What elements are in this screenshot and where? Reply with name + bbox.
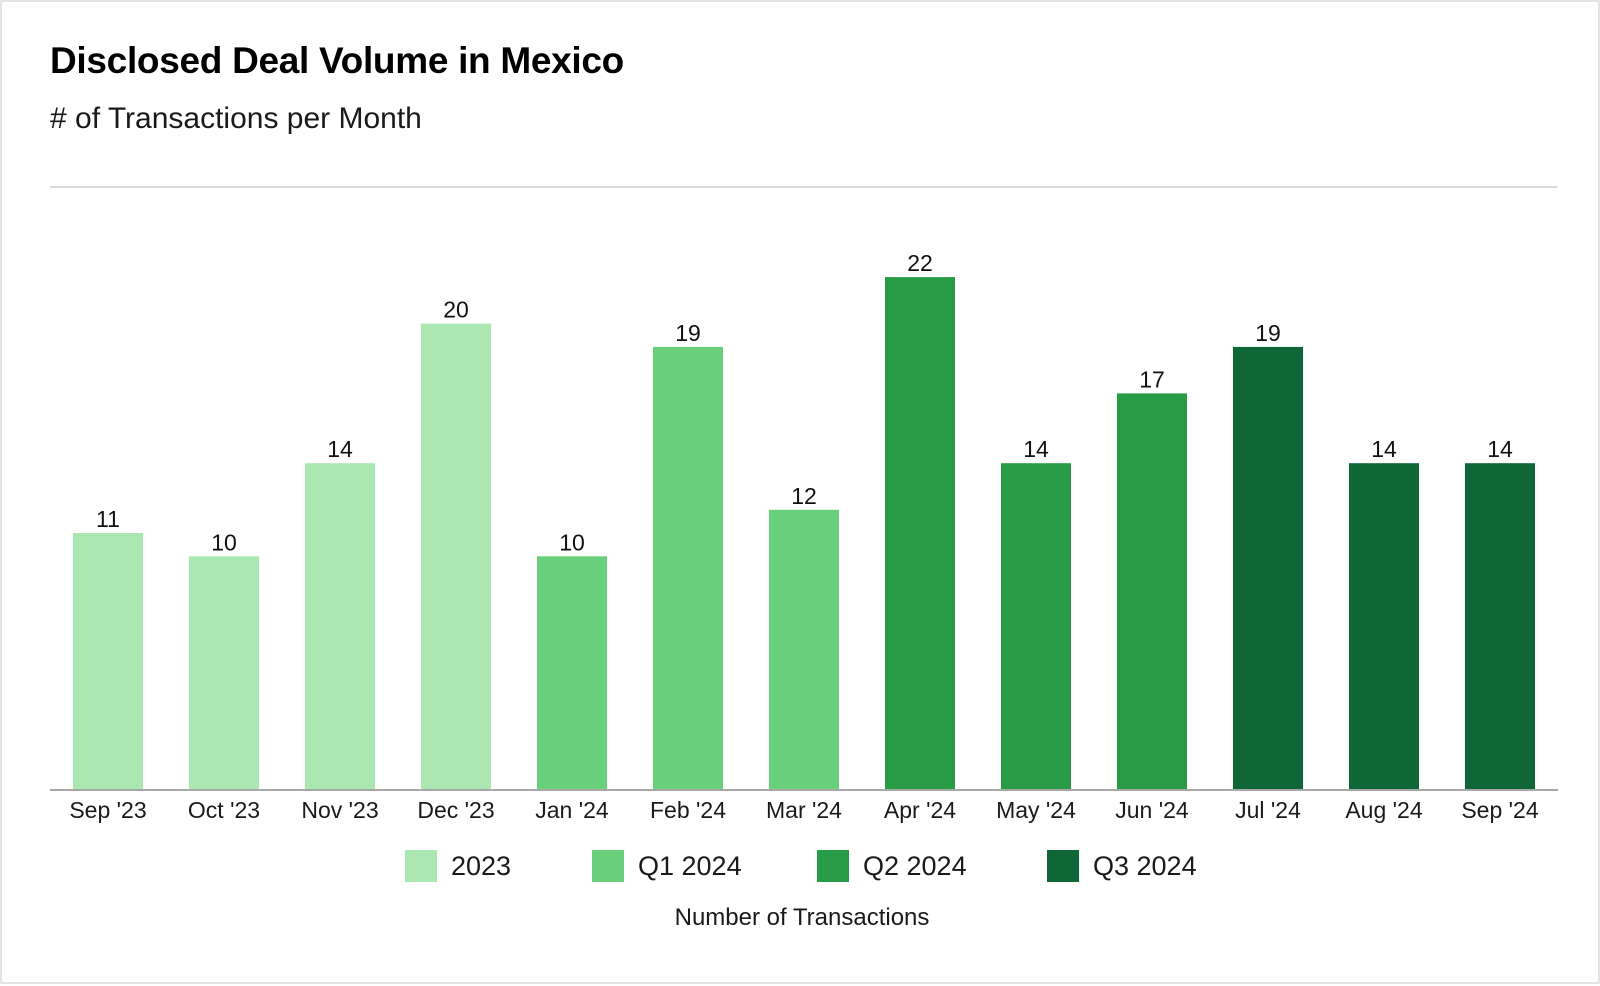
bar-value-label: 22	[907, 250, 933, 276]
bar	[1117, 393, 1187, 789]
x-tick-label: Feb '24	[650, 797, 726, 823]
x-tick-label: Apr '24	[884, 797, 956, 823]
bar-value-label: 11	[96, 506, 120, 532]
legend-label: Q3 2024	[1093, 851, 1197, 881]
bar-value-label: 10	[559, 529, 585, 555]
bar	[305, 463, 375, 789]
bar-value-label: 14	[1371, 436, 1397, 462]
legend-swatch	[405, 850, 437, 882]
bar	[769, 509, 839, 789]
bar	[885, 277, 955, 789]
bar	[1465, 463, 1535, 789]
bar-value-label: 10	[211, 529, 237, 555]
x-tick-label: Mar '24	[766, 797, 842, 823]
bar	[189, 556, 259, 789]
bar-value-label: 14	[327, 436, 353, 462]
header-divider	[50, 186, 1557, 188]
legend-label: Q2 2024	[863, 851, 967, 881]
x-tick-label: Jan '24	[535, 797, 609, 823]
bar-value-label: 19	[675, 320, 701, 346]
bar-value-label: 20	[443, 297, 469, 323]
legend-swatch	[592, 850, 624, 882]
chart-title: Disclosed Deal Volume in Mexico	[50, 40, 624, 81]
bar	[537, 556, 607, 789]
chart-subtitle: # of Transactions per Month	[50, 102, 422, 135]
bar	[1349, 463, 1419, 789]
bar-value-label: 19	[1255, 320, 1281, 346]
x-tick-label: Aug '24	[1345, 797, 1422, 823]
bar	[73, 533, 143, 789]
bar-value-label: 14	[1487, 436, 1513, 462]
bar	[421, 323, 491, 789]
bar-value-label: 17	[1139, 366, 1165, 392]
tick-labels-layer: Sep '23 Oct '23 Nov '23 Dec '23 Jan '24 Feb '…	[69, 797, 1538, 823]
x-tick-label: Nov '23	[301, 797, 378, 823]
x-tick-label: May '24	[996, 797, 1076, 823]
x-tick-label: Oct '23	[188, 797, 260, 823]
footer-label: Number of Transactions	[674, 904, 930, 931]
bars-layer	[73, 277, 1535, 789]
bar	[653, 346, 723, 789]
x-tick-label: Sep '24	[1461, 797, 1538, 823]
bar	[1001, 463, 1071, 789]
bar-value-label: 12	[791, 483, 817, 509]
legend-swatch	[1047, 850, 1079, 882]
x-tick-label: Jul '24	[1235, 797, 1301, 823]
x-tick-label: Dec '23	[417, 797, 494, 823]
x-tick-label: Sep '23	[69, 797, 146, 823]
value-labels-layer: 11 10 14 20 10 19 12 22 14 17 19 14 14	[96, 250, 1513, 555]
bar-value-label: 14	[1023, 436, 1049, 462]
x-tick-label: Jun '24	[1115, 797, 1189, 823]
legend-label: 2023	[451, 851, 512, 881]
bar	[1233, 346, 1303, 789]
legend-swatch	[817, 850, 849, 882]
legend: 2023 Q1 2024 Q2 2024 Q3 2024	[2, 848, 1600, 884]
legend-label: Q1 2024	[638, 851, 742, 881]
